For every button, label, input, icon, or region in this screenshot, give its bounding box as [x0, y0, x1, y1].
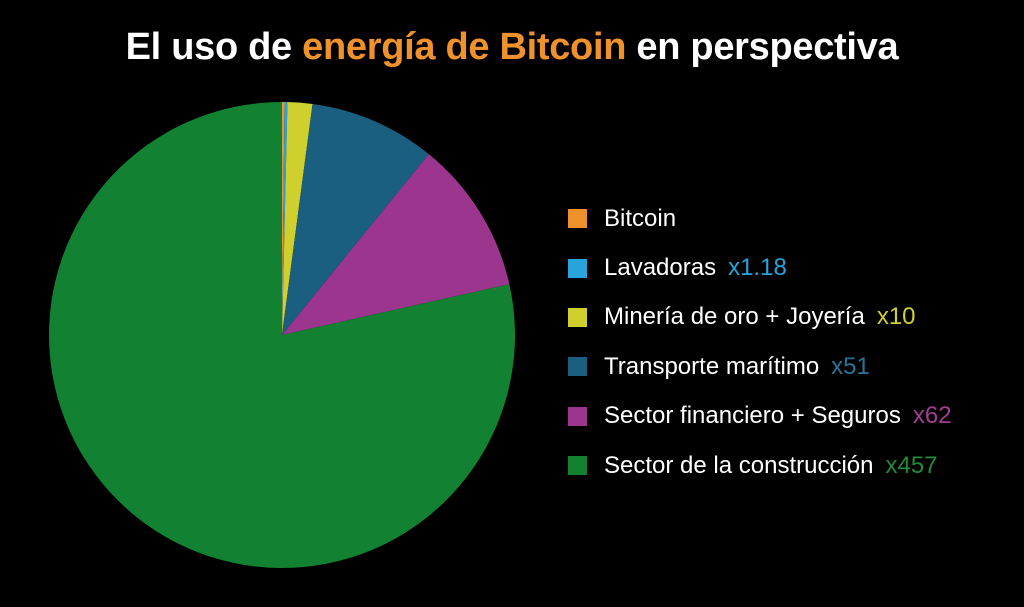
- legend-swatch: [568, 406, 587, 426]
- legend-item-mineria-de-oro-joyeria: Minería de oro + Joyería x10: [568, 293, 1018, 342]
- legend-swatch: [568, 258, 587, 278]
- title-suffix: en perspectiva: [626, 26, 899, 68]
- legend: Bitcoin Lavadoras x1.18 Minería de oro + Jo…: [568, 194, 1018, 490]
- pie-slice-mineria-de-oro-joyeria: [282, 102, 313, 335]
- pie-slice-sector-financiero-seguros: [282, 154, 510, 335]
- legend-label: Transporte marítimo: [604, 352, 820, 380]
- title-prefix: El uso de: [125, 26, 303, 68]
- legend-label: Sector de la construcción: [604, 451, 874, 479]
- legend-swatch: [568, 209, 587, 229]
- legend-multiplier: x457: [885, 451, 938, 479]
- chart-title: El uso de energía de Bitcoin en perspect…: [0, 26, 1024, 69]
- legend-multiplier: x1.18: [728, 254, 787, 282]
- legend-label: Lavadoras: [604, 254, 717, 282]
- legend-swatch: [568, 456, 587, 476]
- legend-swatch: [568, 357, 587, 377]
- pie-slice-bitcoin: [282, 101, 285, 335]
- pie-chart: [45, 98, 519, 572]
- legend-item-bitcoin: Bitcoin: [568, 194, 1018, 243]
- legend-label: Bitcoin: [604, 204, 677, 232]
- legend-item-sector-financiero-seguros: Sector financiero + Seguros x62: [568, 392, 1018, 441]
- legend-item-lavadoras: Lavadoras x1.18: [568, 243, 1018, 292]
- title-highlight: energía de Bitcoin: [302, 26, 627, 68]
- legend-multiplier: x10: [876, 303, 916, 331]
- legend-swatch: [568, 307, 587, 327]
- pie-svg: [48, 101, 515, 568]
- legend-label: Sector financiero + Seguros: [604, 402, 901, 430]
- legend-item-sector-de-la-construccion: Sector de la construcción x457: [568, 441, 1018, 490]
- pie-slice-transporte-maritimo: [282, 104, 429, 335]
- pie-slice-lavadoras: [282, 102, 288, 335]
- pie-slice-sector-de-la-construccion: [48, 102, 515, 568]
- legend-multiplier: x51: [831, 352, 870, 380]
- legend-item-transporte-maritimo: Transporte marítimo x51: [568, 342, 1018, 391]
- legend-label: Minería de oro + Joyería: [604, 303, 865, 331]
- legend-multiplier: x62: [912, 402, 952, 430]
